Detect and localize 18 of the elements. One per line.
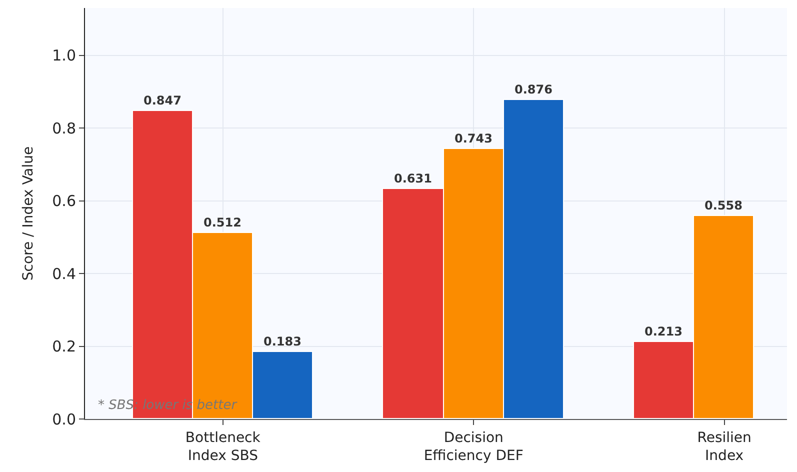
y-axis-title: Score / Index Value xyxy=(20,146,37,281)
data-label: 0.558 xyxy=(704,198,742,212)
x-tick-label: Decision Efficiency DEF xyxy=(424,430,524,464)
y-tick-label: 0.8 xyxy=(52,119,76,138)
x-tick-label: Bottleneck Index SBS xyxy=(185,430,262,464)
data-label: 0.213 xyxy=(644,324,682,338)
data-label: 0.512 xyxy=(204,216,242,230)
x-tick-label: Resilien Index xyxy=(697,430,752,464)
data-label: 0.743 xyxy=(454,132,492,146)
y-tick-label: 0.6 xyxy=(52,192,76,210)
y-tick-label: 0.0 xyxy=(52,410,76,428)
data-label: 0.847 xyxy=(144,94,182,108)
y-tick-label: 0.4 xyxy=(52,264,76,283)
data-label: 0.631 xyxy=(394,172,432,186)
data-label: 0.183 xyxy=(264,334,302,348)
data-label: 0.876 xyxy=(514,82,552,96)
y-tick-label: 1.0 xyxy=(52,46,76,65)
y-tick-label: 0.2 xyxy=(52,338,76,356)
